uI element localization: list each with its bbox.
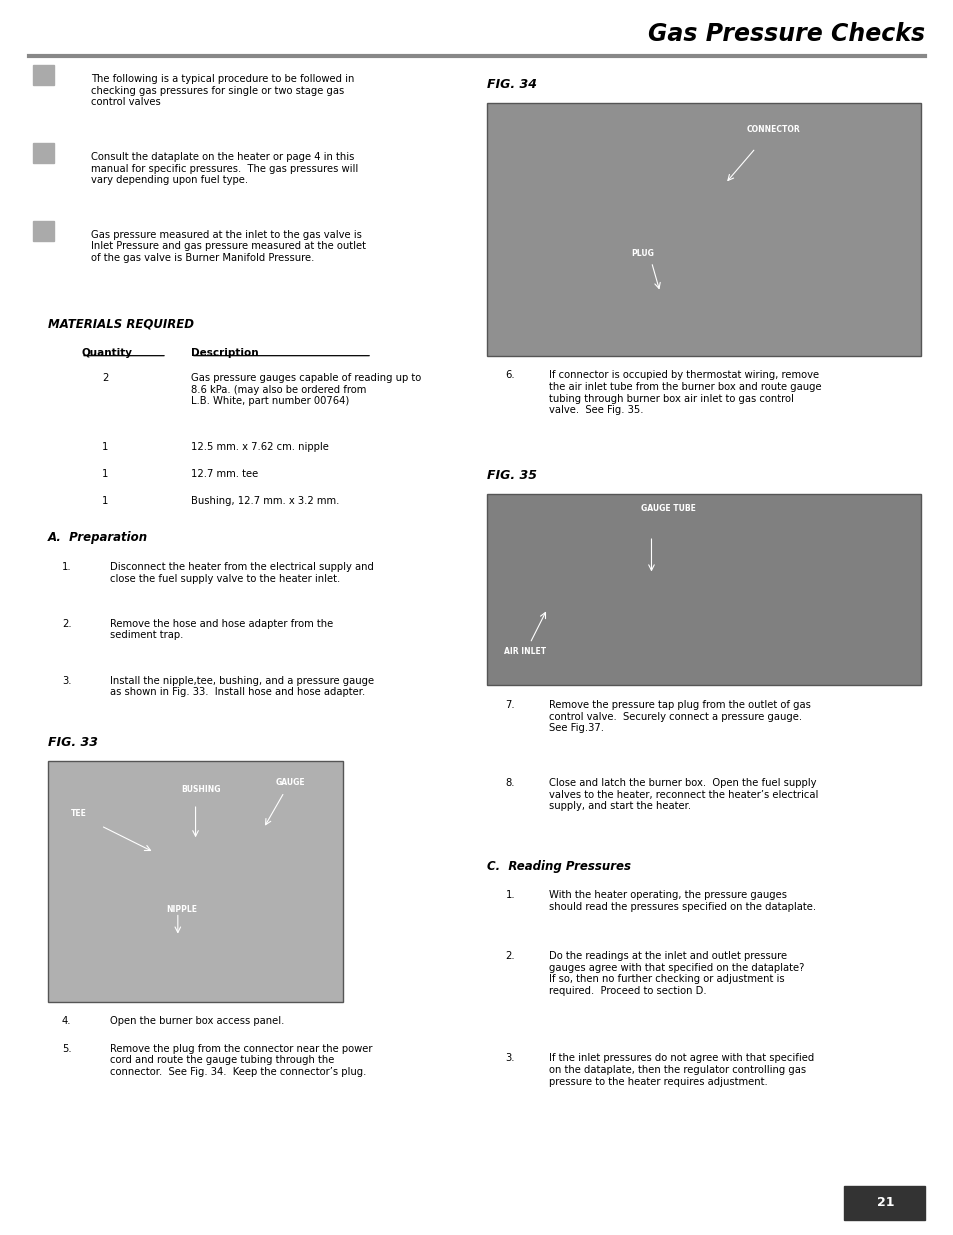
Text: MATERIALS REQUIRED: MATERIALS REQUIRED bbox=[48, 317, 193, 331]
Text: Gas pressure gauges capable of reading up to
8.6 kPa. (may also be ordered from
: Gas pressure gauges capable of reading u… bbox=[191, 373, 420, 406]
Text: Consult the dataplate on the heater or page 4 in this
manual for specific pressu: Consult the dataplate on the heater or p… bbox=[91, 152, 357, 185]
Text: 2.: 2. bbox=[505, 951, 515, 961]
Text: 3.: 3. bbox=[62, 676, 71, 685]
Text: 1: 1 bbox=[102, 496, 108, 506]
Text: 2.: 2. bbox=[62, 619, 71, 629]
Text: FIG. 33: FIG. 33 bbox=[48, 736, 97, 750]
Text: 1.: 1. bbox=[62, 562, 71, 572]
Text: 4.: 4. bbox=[62, 1016, 71, 1026]
Text: The following is a typical procedure to be followed in
checking gas pressures fo: The following is a typical procedure to … bbox=[91, 74, 354, 107]
Text: Install the nipple,tee, bushing, and a pressure gauge
as shown in Fig. 33.  Inst: Install the nipple,tee, bushing, and a p… bbox=[110, 676, 374, 697]
Text: If connector is occupied by thermostat wiring, remove
the air inlet tube from th: If connector is occupied by thermostat w… bbox=[548, 370, 821, 415]
Text: 7.: 7. bbox=[505, 700, 515, 710]
Text: 5.: 5. bbox=[62, 1044, 71, 1053]
Text: Remove the pressure tap plug from the outlet of gas
control valve.  Securely con: Remove the pressure tap plug from the ou… bbox=[548, 700, 810, 734]
Text: CONNECTOR: CONNECTOR bbox=[745, 125, 799, 135]
Text: 21: 21 bbox=[876, 1197, 893, 1209]
Text: 1: 1 bbox=[102, 469, 108, 479]
Text: 1: 1 bbox=[102, 442, 108, 452]
Text: Remove the hose and hose adapter from the
sediment trap.: Remove the hose and hose adapter from th… bbox=[110, 619, 333, 640]
Text: Do the readings at the inlet and outlet pressure
gauges agree with that specifie: Do the readings at the inlet and outlet … bbox=[548, 951, 803, 995]
Text: A.  Preparation: A. Preparation bbox=[48, 531, 148, 545]
Bar bbox=[33, 65, 54, 85]
Text: C.  Reading Pressures: C. Reading Pressures bbox=[486, 860, 630, 873]
Bar bbox=[48, 761, 343, 1002]
Bar bbox=[33, 221, 54, 241]
Text: 2: 2 bbox=[102, 373, 108, 383]
Text: Close and latch the burner box.  Open the fuel supply
valves to the heater, reco: Close and latch the burner box. Open the… bbox=[548, 778, 817, 811]
Bar bbox=[33, 143, 54, 163]
Text: NIPPLE: NIPPLE bbox=[166, 905, 196, 914]
Text: 12.7 mm. tee: 12.7 mm. tee bbox=[191, 469, 257, 479]
Text: Gas Pressure Checks: Gas Pressure Checks bbox=[648, 22, 924, 46]
Text: Bushing, 12.7 mm. x 3.2 mm.: Bushing, 12.7 mm. x 3.2 mm. bbox=[191, 496, 339, 506]
Text: Gas pressure measured at the inlet to the gas valve is
Inlet Pressure and gas pr: Gas pressure measured at the inlet to th… bbox=[91, 230, 365, 263]
Text: Open the burner box access panel.: Open the burner box access panel. bbox=[110, 1016, 284, 1026]
Text: If the inlet pressures do not agree with that specified
on the dataplate, then t: If the inlet pressures do not agree with… bbox=[548, 1053, 813, 1087]
Text: 12.5 mm. x 7.62 cm. nipple: 12.5 mm. x 7.62 cm. nipple bbox=[191, 442, 329, 452]
Text: GAUGE TUBE: GAUGE TUBE bbox=[640, 504, 696, 513]
Text: Disconnect the heater from the electrical supply and
close the fuel supply valve: Disconnect the heater from the electrica… bbox=[110, 562, 374, 583]
Bar bbox=[486, 103, 920, 356]
Text: FIG. 34: FIG. 34 bbox=[486, 78, 536, 91]
Text: GAUGE: GAUGE bbox=[275, 778, 305, 787]
Bar bbox=[843, 1186, 924, 1220]
Text: AIR INLET: AIR INLET bbox=[503, 647, 545, 656]
Text: BUSHING: BUSHING bbox=[181, 785, 221, 794]
Text: 1.: 1. bbox=[505, 890, 515, 900]
Text: 6.: 6. bbox=[505, 370, 515, 380]
Text: FIG. 35: FIG. 35 bbox=[486, 469, 536, 483]
Text: TEE: TEE bbox=[71, 809, 87, 818]
Text: Remove the plug from the connector near the power
cord and route the gauge tubin: Remove the plug from the connector near … bbox=[110, 1044, 372, 1077]
Text: 3.: 3. bbox=[505, 1053, 515, 1063]
Text: Quantity: Quantity bbox=[81, 348, 132, 358]
Bar bbox=[486, 494, 920, 685]
Text: With the heater operating, the pressure gauges
should read the pressures specifi: With the heater operating, the pressure … bbox=[548, 890, 815, 911]
Text: Description: Description bbox=[191, 348, 258, 358]
Text: 8.: 8. bbox=[505, 778, 515, 788]
Text: PLUG: PLUG bbox=[631, 249, 654, 258]
